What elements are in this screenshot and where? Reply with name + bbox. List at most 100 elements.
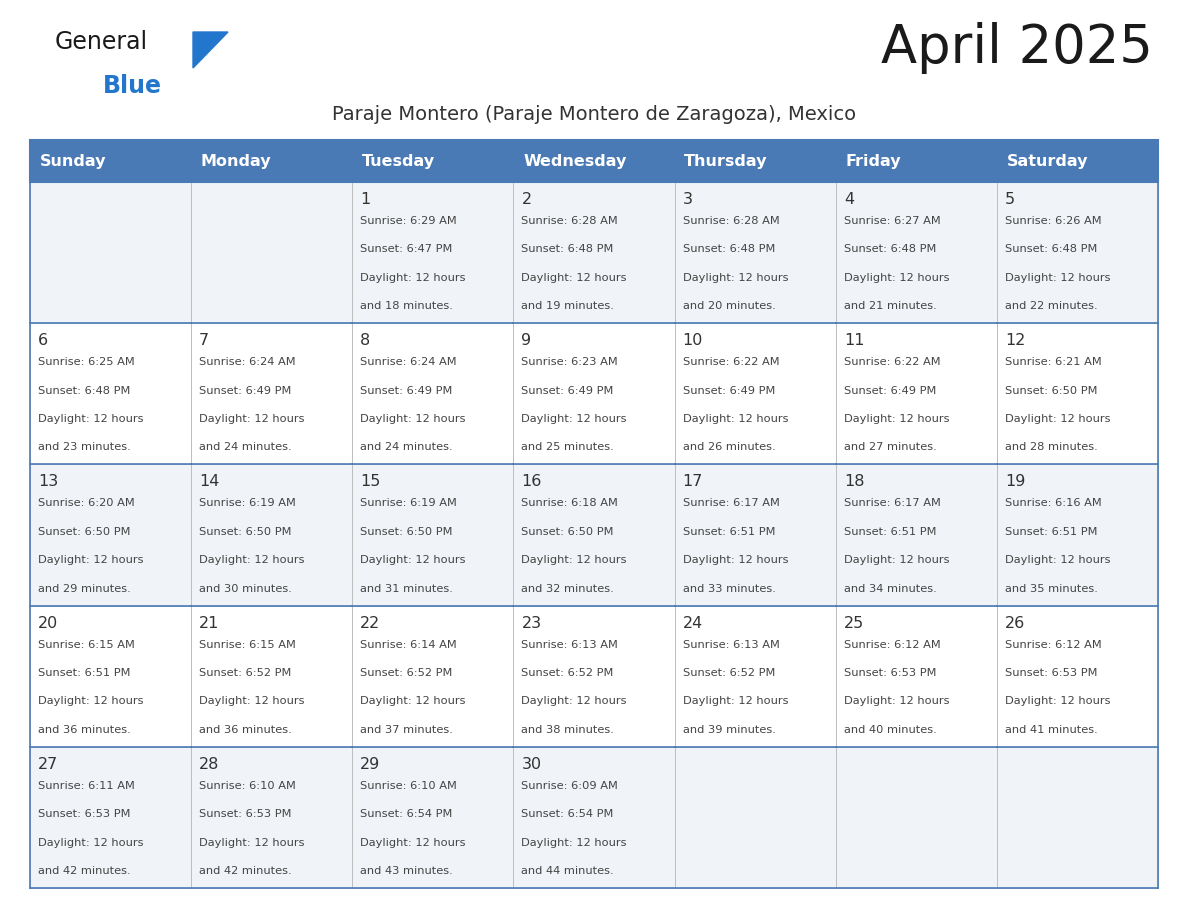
Text: Paraje Montero (Paraje Montero de Zaragoza), Mexico: Paraje Montero (Paraje Montero de Zarago… [331,105,857,124]
Text: Sunrise: 6:28 AM: Sunrise: 6:28 AM [683,216,779,226]
Bar [675,465,835,606]
Text: 30: 30 [522,756,542,772]
Text: and 42 minutes.: and 42 minutes. [200,866,292,876]
Bar [513,606,675,747]
Text: Sunrise: 6:15 AM: Sunrise: 6:15 AM [38,640,135,650]
Text: 23: 23 [522,616,542,631]
Bar [835,182,997,323]
Bar [997,182,1158,323]
Text: Sunset: 6:53 PM: Sunset: 6:53 PM [843,668,936,678]
Text: Sunset: 6:51 PM: Sunset: 6:51 PM [38,668,131,678]
Bar [191,140,353,182]
Text: Sunset: 6:49 PM: Sunset: 6:49 PM [360,386,453,396]
Bar [835,606,997,747]
Bar [30,747,191,888]
Text: Sunrise: 6:29 AM: Sunrise: 6:29 AM [360,216,457,226]
Text: Sunset: 6:53 PM: Sunset: 6:53 PM [38,809,131,819]
Text: 14: 14 [200,475,220,489]
Text: Sunset: 6:48 PM: Sunset: 6:48 PM [843,244,936,254]
Text: and 24 minutes.: and 24 minutes. [200,442,292,453]
Text: Daylight: 12 hours: Daylight: 12 hours [522,837,627,847]
Text: 27: 27 [38,756,58,772]
Text: Sunrise: 6:12 AM: Sunrise: 6:12 AM [1005,640,1101,650]
Text: and 19 minutes.: and 19 minutes. [522,301,614,311]
Text: 8: 8 [360,333,371,348]
Bar [30,465,191,606]
Text: Sunrise: 6:15 AM: Sunrise: 6:15 AM [200,640,296,650]
Text: Sunrise: 6:22 AM: Sunrise: 6:22 AM [843,357,941,367]
Text: and 36 minutes.: and 36 minutes. [38,724,131,734]
Text: Sunset: 6:51 PM: Sunset: 6:51 PM [843,527,936,537]
Text: Daylight: 12 hours: Daylight: 12 hours [683,555,788,565]
Text: 24: 24 [683,616,703,631]
Text: Daylight: 12 hours: Daylight: 12 hours [38,555,144,565]
Text: Sunset: 6:48 PM: Sunset: 6:48 PM [1005,244,1098,254]
Text: Sunset: 6:52 PM: Sunset: 6:52 PM [522,668,614,678]
Text: and 42 minutes.: and 42 minutes. [38,866,131,876]
Text: 26: 26 [1005,616,1025,631]
Text: Sunset: 6:53 PM: Sunset: 6:53 PM [200,809,292,819]
Text: General: General [55,30,148,54]
Bar [997,747,1158,888]
Text: Monday: Monday [201,153,271,169]
Text: and 32 minutes.: and 32 minutes. [522,584,614,594]
Bar [513,323,675,465]
Bar [997,323,1158,465]
Text: 9: 9 [522,333,531,348]
Bar [30,182,191,323]
Bar [675,606,835,747]
Bar [353,323,513,465]
Text: Sunrise: 6:20 AM: Sunrise: 6:20 AM [38,498,134,509]
Text: and 40 minutes.: and 40 minutes. [843,724,936,734]
Text: and 41 minutes.: and 41 minutes. [1005,724,1098,734]
Text: Daylight: 12 hours: Daylight: 12 hours [38,837,144,847]
Text: Sunrise: 6:19 AM: Sunrise: 6:19 AM [200,498,296,509]
Bar [30,140,191,182]
Bar [835,747,997,888]
Text: Sunrise: 6:13 AM: Sunrise: 6:13 AM [683,640,779,650]
Text: Sunset: 6:48 PM: Sunset: 6:48 PM [683,244,775,254]
Text: and 27 minutes.: and 27 minutes. [843,442,936,453]
Bar [191,182,353,323]
Text: 18: 18 [843,475,865,489]
Text: 15: 15 [360,475,380,489]
Text: Daylight: 12 hours: Daylight: 12 hours [843,414,949,424]
Text: 12: 12 [1005,333,1025,348]
Text: Sunset: 6:50 PM: Sunset: 6:50 PM [522,527,614,537]
Text: 28: 28 [200,756,220,772]
Text: and 26 minutes.: and 26 minutes. [683,442,776,453]
Text: Sunset: 6:50 PM: Sunset: 6:50 PM [360,527,453,537]
Text: and 23 minutes.: and 23 minutes. [38,442,131,453]
Text: Sunrise: 6:28 AM: Sunrise: 6:28 AM [522,216,618,226]
Text: Sunrise: 6:25 AM: Sunrise: 6:25 AM [38,357,134,367]
Text: Sunrise: 6:13 AM: Sunrise: 6:13 AM [522,640,619,650]
Text: and 25 minutes.: and 25 minutes. [522,442,614,453]
Text: Tuesday: Tuesday [362,153,435,169]
Text: 7: 7 [200,333,209,348]
Text: Daylight: 12 hours: Daylight: 12 hours [683,414,788,424]
Text: 17: 17 [683,475,703,489]
Bar [835,140,997,182]
Bar [513,747,675,888]
Text: Daylight: 12 hours: Daylight: 12 hours [522,414,627,424]
Text: Sunset: 6:50 PM: Sunset: 6:50 PM [1005,386,1098,396]
Text: Sunday: Sunday [39,153,106,169]
Bar [353,606,513,747]
Text: Sunrise: 6:17 AM: Sunrise: 6:17 AM [683,498,779,509]
Bar [513,465,675,606]
Text: and 43 minutes.: and 43 minutes. [360,866,453,876]
Text: and 24 minutes.: and 24 minutes. [360,442,453,453]
Text: Daylight: 12 hours: Daylight: 12 hours [1005,273,1111,283]
Text: Sunrise: 6:11 AM: Sunrise: 6:11 AM [38,781,135,790]
Text: 3: 3 [683,192,693,207]
Text: Sunrise: 6:26 AM: Sunrise: 6:26 AM [1005,216,1101,226]
Bar [30,323,191,465]
Text: 6: 6 [38,333,49,348]
Text: Sunrise: 6:10 AM: Sunrise: 6:10 AM [360,781,457,790]
Text: Daylight: 12 hours: Daylight: 12 hours [200,697,304,706]
Text: Sunrise: 6:24 AM: Sunrise: 6:24 AM [360,357,457,367]
Text: and 22 minutes.: and 22 minutes. [1005,301,1098,311]
Text: and 31 minutes.: and 31 minutes. [360,584,453,594]
Text: Sunrise: 6:23 AM: Sunrise: 6:23 AM [522,357,618,367]
Text: Daylight: 12 hours: Daylight: 12 hours [200,414,304,424]
